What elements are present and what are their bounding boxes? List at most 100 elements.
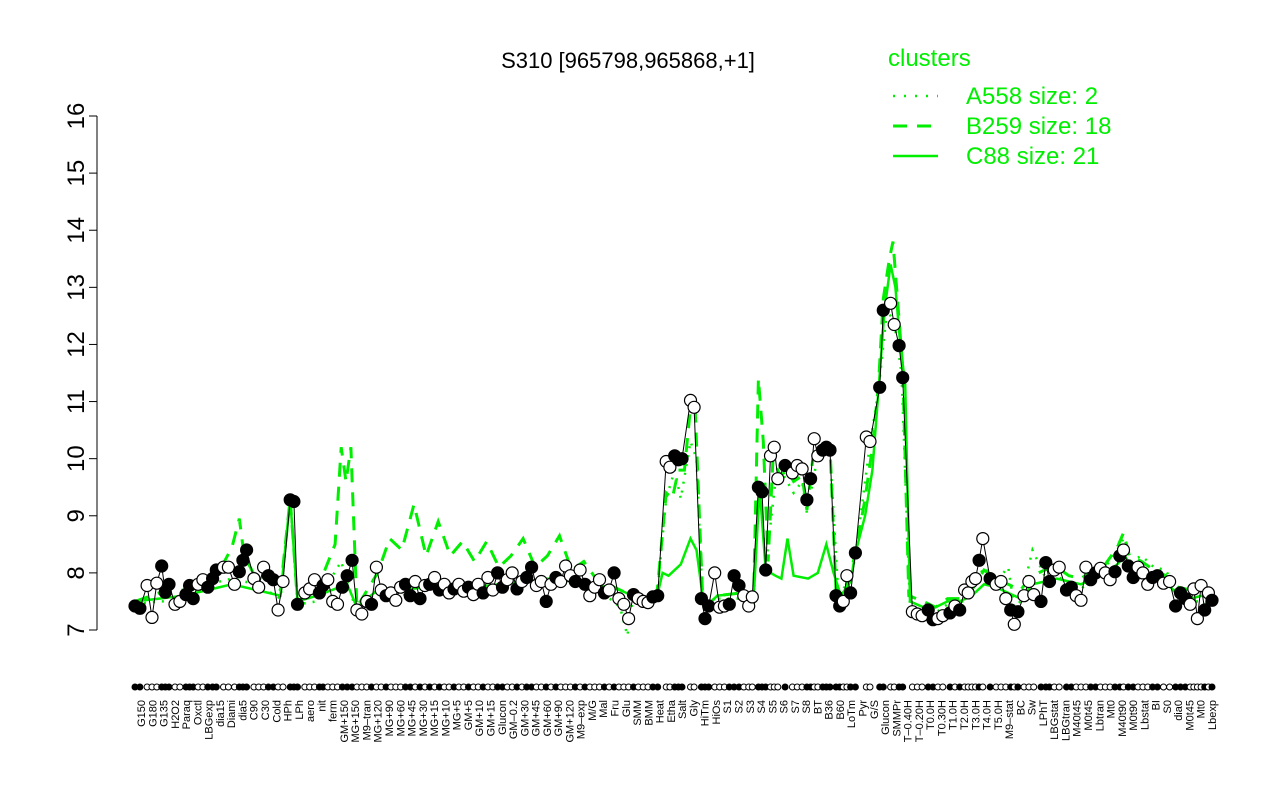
data-point-131 (767, 440, 781, 454)
data-point-136 (795, 462, 809, 476)
x-marker-160 (918, 683, 926, 691)
data-point-114 (687, 400, 701, 414)
x-tick-label: GM+120 (564, 700, 576, 743)
data-point-109 (663, 460, 677, 474)
x-tick-label: C30 (260, 700, 272, 720)
x-marker-132 (774, 683, 782, 691)
data-point-84 (539, 594, 553, 609)
data-point-182 (1022, 574, 1036, 589)
x-tick-label: MG+90 (384, 700, 396, 736)
x-tick-label: M40t90 (1117, 700, 1129, 737)
x-tick-label: MG+30 (418, 700, 430, 736)
y-tick-label-10: 10 (63, 445, 90, 472)
x-tick-label: M9–tran (362, 700, 374, 740)
x-tick-label: BMM (643, 700, 655, 726)
x-tick-label: S7 (790, 700, 802, 713)
x-marker-112 (678, 683, 686, 691)
x-tick-label: LoTm (846, 700, 858, 728)
legend: clusters A558 size: 2 B259 size: 18 C88 … (888, 45, 1111, 170)
data-point-20 (227, 577, 242, 591)
data-point-188 (1052, 560, 1066, 574)
x-tick-label: Mt0 (1196, 700, 1208, 718)
x-tick-label: HiOs (711, 700, 723, 725)
x-marker-126 (748, 683, 756, 691)
data-point-44 (345, 553, 359, 567)
x-tick-label: H2O2 (170, 700, 182, 729)
x-tick-label: T4.0H (982, 700, 994, 730)
x-tick-label: GM+150 (339, 700, 351, 743)
x-marker-157 (899, 683, 907, 691)
data-point-210 (1162, 574, 1177, 589)
data-point-121 (722, 597, 736, 611)
data-point-152 (873, 380, 887, 394)
data-point-100 (617, 597, 631, 611)
x-tick-label: MG+15 (429, 700, 441, 736)
data-point-53 (389, 593, 403, 607)
legend-label-b259: B259 size: 18 (966, 113, 1111, 140)
x-tick-label: S4 (756, 700, 768, 713)
data-point-117 (702, 599, 716, 613)
x-tick-label: S1 (722, 700, 734, 713)
x-marker-151 (866, 683, 874, 691)
x-tick-label: MG+45 (407, 700, 419, 736)
data-point-154 (883, 296, 898, 310)
x-tick-label: MG+5 (452, 700, 464, 730)
x-tick-label: Glucon (497, 700, 509, 735)
data-point-77 (505, 566, 519, 580)
x-tick-label: Lbstat (1139, 700, 1151, 730)
x-marker-114 (690, 683, 698, 691)
data-point-186 (1042, 574, 1057, 589)
line-a558 (134, 306, 1213, 637)
x-tick-label: LPhT (1038, 700, 1050, 727)
data-point-95 (592, 573, 607, 587)
x-tick-label: Salt (677, 700, 689, 719)
data-point-151 (863, 434, 877, 449)
x-tick-label: T3.0H (970, 700, 982, 730)
x-tick-label: Glu (621, 700, 633, 717)
x-marker-117 (705, 683, 713, 691)
x-tick-label: LBGtran (1060, 700, 1072, 741)
x-marker-149 (851, 683, 859, 691)
x-marker-107 (654, 683, 662, 691)
data-point-138 (803, 472, 818, 486)
data-point-107 (651, 589, 665, 603)
x-tick-label: M0t45 (1185, 700, 1197, 731)
x-tick-label: LPh (294, 700, 306, 720)
x-tick-label: LBGexp (204, 700, 216, 740)
data-point-19 (221, 560, 235, 574)
data-point-149 (848, 546, 863, 560)
x-tick-label: GM+45 (531, 700, 543, 736)
x-tick-label: Etha (666, 699, 678, 723)
x-marker-209 (1160, 683, 1167, 691)
x-tick-label: MG+120 (373, 700, 385, 743)
x-tick-label: S0 (1162, 700, 1174, 713)
x-tick-label: dia15 (215, 700, 227, 727)
x-tick-label: G135 (159, 700, 171, 727)
x-tick-label: T2.0H (959, 700, 971, 730)
data-point-1 (133, 601, 147, 615)
data-point-74 (491, 566, 505, 580)
x-tick-label: aero (305, 700, 317, 722)
data-point-167 (953, 603, 967, 617)
x-marker-220 (1208, 683, 1216, 691)
x-tick-label: ferm (328, 700, 340, 722)
data-point-143 (823, 443, 837, 457)
x-tick-label: MG+150 (350, 700, 362, 743)
x-tick-label: BT (812, 700, 824, 714)
data-point-3 (145, 610, 159, 625)
data-point-146 (836, 594, 850, 609)
x-tick-label: S2 (734, 700, 746, 713)
x-marker-153 (879, 683, 887, 691)
data-point-218 (1198, 603, 1212, 617)
x-tick-label: Oxctl (192, 700, 204, 725)
data-point-129 (759, 563, 773, 577)
x-tick-label: T5.0H (993, 700, 1005, 730)
y-tick-label-12: 12 (63, 331, 90, 358)
data-point-48 (364, 597, 379, 611)
x-marker-30 (279, 683, 287, 691)
x-tick-label: Fru (610, 700, 622, 717)
data-point-87 (554, 574, 568, 589)
x-tick-label: SMMPr (891, 700, 903, 737)
x-tick-label: SMM (632, 700, 644, 726)
data-point-91 (573, 563, 587, 577)
